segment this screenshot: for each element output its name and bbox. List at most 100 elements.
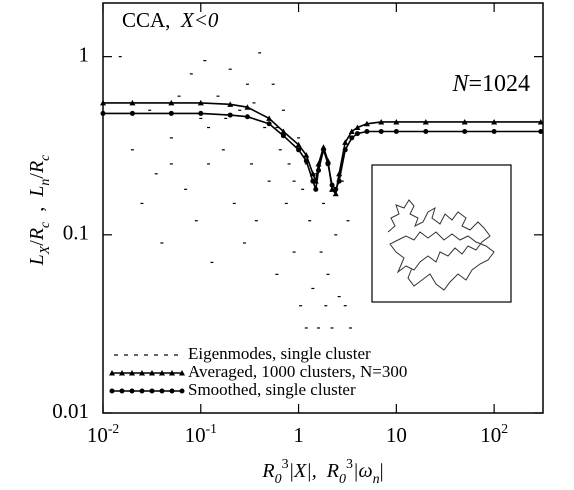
point: [364, 129, 370, 135]
point: [491, 129, 497, 135]
legend-symbol: [149, 370, 155, 376]
legend-symbol: [164, 354, 168, 356]
point: [326, 273, 330, 275]
text-part: R: [326, 460, 339, 482]
point: [154, 173, 158, 175]
text-part: |X|,: [289, 460, 327, 482]
point: [148, 109, 152, 111]
point: [332, 190, 339, 197]
point: [189, 73, 193, 75]
point: [184, 188, 188, 190]
point: [249, 163, 253, 165]
point: [378, 129, 384, 135]
point: [317, 327, 321, 329]
point: [280, 133, 286, 139]
point: [292, 251, 296, 253]
text-part: /: [26, 240, 48, 246]
legend-symbol: [149, 388, 155, 394]
point: [310, 178, 316, 184]
x-tick-label: 102: [480, 421, 508, 447]
point: [349, 135, 355, 141]
text-part: n: [38, 179, 53, 186]
text-part: n: [373, 472, 380, 487]
point: [227, 101, 234, 107]
legend-symbol: [139, 388, 145, 394]
point: [296, 147, 302, 153]
text-part: R: [261, 460, 274, 482]
text-part: ,: [26, 197, 48, 222]
text-part: X: [38, 245, 53, 255]
text-part: R: [26, 228, 48, 241]
point: [263, 126, 267, 129]
legend-symbol: [169, 370, 175, 376]
point: [378, 118, 385, 125]
point: [177, 95, 181, 97]
text-part: N: [451, 71, 470, 97]
point: [267, 180, 271, 182]
point: [243, 242, 247, 244]
text-part: R: [26, 161, 48, 174]
point: [343, 305, 347, 307]
text-part: L: [26, 254, 48, 266]
text-part: 0: [275, 472, 282, 487]
legend-symbol: [159, 388, 165, 394]
tick-base: 10: [185, 423, 206, 447]
tick-base: 10: [480, 423, 501, 447]
point: [238, 109, 242, 111]
y-tick-label: 0.01: [52, 399, 89, 423]
point: [100, 99, 106, 106]
point: [301, 188, 305, 190]
tick-base: 10: [386, 423, 407, 447]
legend-symbol: [169, 388, 175, 394]
point: [284, 202, 288, 205]
inset: [371, 164, 512, 303]
point: [271, 83, 275, 85]
legend-symbol: [174, 354, 178, 356]
point: [422, 118, 429, 125]
legend-symbol: [109, 388, 115, 394]
point: [462, 129, 468, 135]
point: [354, 124, 361, 131]
legend-symbol: [109, 370, 115, 376]
y-axis-label: LX/Rc , Ln/Rc: [26, 154, 53, 267]
point: [313, 186, 319, 192]
point: [304, 327, 308, 329]
point: [324, 305, 328, 307]
point: [491, 118, 498, 125]
point: [130, 149, 134, 151]
point: [252, 102, 256, 104]
y-tick-label: 0.1: [63, 221, 89, 245]
point: [254, 220, 258, 222]
point: [160, 242, 164, 244]
point: [129, 110, 135, 116]
point: [325, 161, 331, 167]
point: [319, 251, 323, 253]
point: [258, 52, 262, 54]
legend-symbol: [114, 354, 118, 356]
point: [314, 173, 318, 175]
point: [280, 128, 287, 135]
legend-symbol: [129, 388, 135, 394]
point: [169, 163, 173, 165]
point: [100, 110, 106, 116]
point: [322, 202, 326, 205]
tick-base: 10: [87, 423, 108, 447]
point: [340, 180, 344, 182]
text-part: |: [380, 460, 384, 482]
inset-frame: [371, 164, 512, 303]
legend-symbol: [144, 354, 148, 356]
tick-base: 1: [293, 423, 304, 447]
point: [316, 167, 322, 173]
x-axis-label: R03|X|, R03|ωn|: [261, 457, 383, 487]
point: [334, 234, 338, 236]
text-part: |ω: [353, 460, 373, 482]
legend-label: Smoothed, single cluster: [188, 380, 356, 399]
point: [346, 220, 350, 222]
point: [216, 95, 220, 97]
point: [321, 147, 327, 153]
point: [393, 118, 400, 125]
legend-symbol: [119, 370, 125, 376]
text-part: 3: [282, 457, 289, 472]
point: [278, 149, 282, 151]
annotation: N=1024: [451, 71, 530, 97]
